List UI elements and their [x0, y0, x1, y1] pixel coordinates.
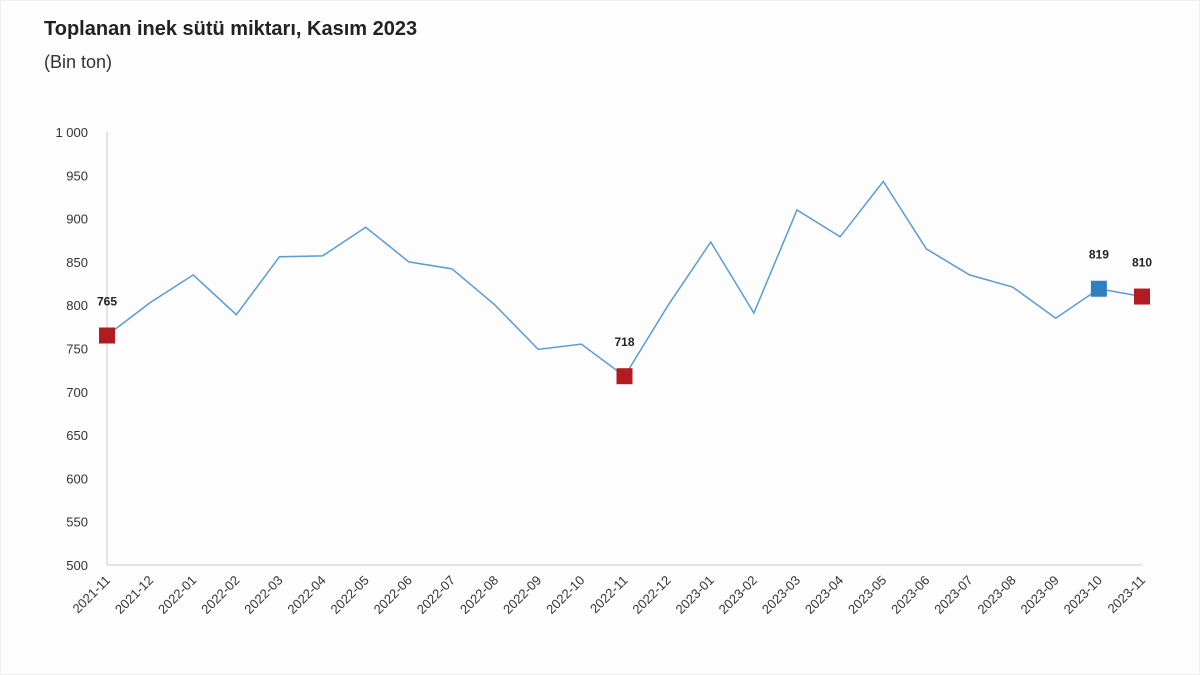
y-tick-label: 550 [66, 515, 88, 530]
x-tick-label: 2022-12 [629, 573, 673, 617]
x-tick-label: 2023-04 [802, 573, 846, 617]
y-tick-label: 500 [66, 558, 88, 573]
x-tick-label: 2022-01 [155, 573, 199, 617]
y-tick-label: 800 [66, 298, 88, 313]
data-label: 819 [1089, 248, 1109, 262]
x-tick-label: 2023-03 [759, 573, 803, 617]
x-tick-label: 2023-07 [931, 573, 975, 617]
data-label: 718 [614, 335, 634, 349]
chart-title: Toplanan inek sütü miktarı, Kasım 2023 [44, 18, 418, 40]
x-tick-label: 2023-01 [673, 573, 717, 617]
data-label: 810 [1132, 256, 1152, 270]
data-label: 765 [97, 295, 117, 309]
y-tick-label: 650 [66, 428, 88, 443]
x-tick-label: 2021-12 [112, 573, 156, 617]
y-tick-label: 750 [66, 342, 88, 357]
y-tick-label: 950 [66, 168, 88, 183]
highlight-marker [1134, 288, 1150, 305]
x-tick-label: 2022-10 [543, 573, 587, 617]
x-tick-label: 2023-11 [1104, 573, 1148, 617]
y-tick-label: 1 000 [55, 125, 88, 140]
x-tick-label: 2022-08 [457, 573, 501, 617]
highlight-marker [99, 327, 115, 344]
highlight-marker [1090, 280, 1107, 297]
x-tick-label: 2023-02 [716, 573, 760, 617]
x-tick-label: 2023-05 [845, 573, 889, 617]
x-tick-label: 2023-08 [974, 573, 1018, 617]
x-tick-label: 2023-06 [888, 573, 932, 617]
x-tick-label: 2022-03 [241, 573, 285, 617]
y-tick-label: 850 [66, 255, 88, 270]
highlight-marker [616, 368, 633, 385]
y-tick-label: 700 [66, 385, 88, 400]
x-tick-label: 2021-11 [69, 573, 113, 617]
x-tick-label: 2022-05 [328, 573, 372, 617]
x-tick-label: 2023-10 [1061, 573, 1105, 617]
x-tick-label: 2022-06 [371, 573, 415, 617]
y-tick-label: 600 [66, 471, 88, 486]
x-tick-label: 2023-09 [1018, 573, 1062, 617]
chart-subtitle: (Bin ton) [44, 52, 113, 72]
y-tick-label: 900 [66, 212, 88, 227]
x-tick-label: 2022-04 [284, 573, 328, 617]
x-tick-label: 2022-09 [500, 573, 544, 617]
x-tick-label: 2022-11 [587, 573, 631, 617]
x-tick-label: 2022-07 [414, 573, 458, 617]
x-tick-label: 2022-02 [198, 573, 242, 617]
